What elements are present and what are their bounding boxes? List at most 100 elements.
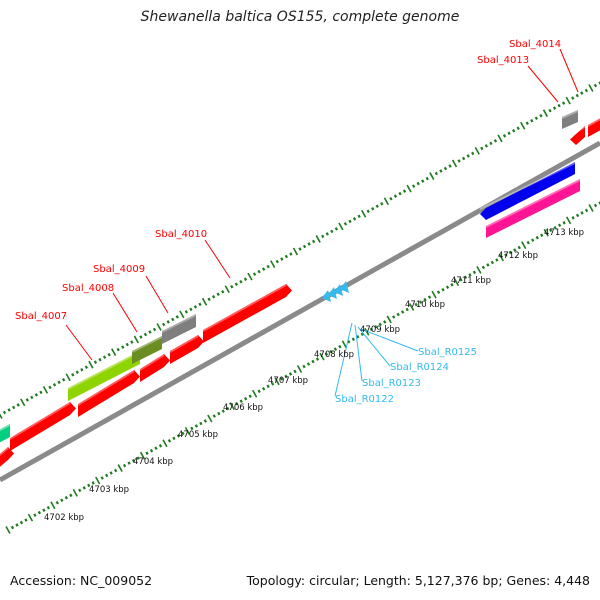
scale-label: 4710 kbp [405,300,445,310]
scale-tick [176,434,181,438]
gene-red-e[interactable] [170,335,204,364]
gene-red-d[interactable] [140,354,170,382]
scale-tick [357,214,361,219]
scale-tick [571,216,575,220]
scale-tick [378,322,382,327]
feature-highlight [161,314,197,333]
gene-olive[interactable] [132,336,162,364]
scale-tick [562,221,566,225]
scale-tick [552,106,557,110]
scale-tick [457,159,461,163]
rna-cluster[interactable] [322,281,349,302]
rna-label[interactable]: Sbal_R0125 [418,347,477,358]
gene-gray-a[interactable] [162,314,196,344]
scale-tick [371,207,375,211]
scale-tick [389,196,393,201]
scale-tick [534,116,539,120]
scale-tick [484,144,489,148]
gene-pink[interactable] [486,179,580,238]
scale-tick [489,141,493,146]
gene-red-g[interactable] [570,126,585,145]
scale-tick [93,360,98,364]
scale-label: 4707 kbp [268,376,308,386]
scale-tick [423,297,427,302]
scale-tick [55,500,59,505]
gene-teal[interactable] [0,424,10,445]
gene-label[interactable]: Sbal_4009 [93,264,145,275]
scale-tick [325,232,329,236]
scale-tick [270,260,276,268]
scale-tick [448,164,452,168]
scale-tick [486,263,490,267]
scale-tick [279,377,284,381]
scale-tick [296,365,303,373]
scale-tick [575,213,580,218]
scale-tick [557,223,562,228]
scale-tick [30,395,34,400]
scale-tick [216,292,220,297]
scale-tick [175,315,179,319]
scale-tick [288,372,293,376]
scale-tick [565,96,571,105]
rna-label[interactable]: Sbal_R0124 [390,362,449,373]
scale-tick [274,377,280,386]
scale-tick [284,254,289,259]
gene-label[interactable]: Sbal_4013 [477,55,529,66]
scale-tick [88,360,94,369]
scale-tick [490,260,495,265]
scale-tick [78,488,82,493]
scale-tick [459,278,463,282]
scale-tick [239,279,243,284]
feature-highlight [169,335,199,353]
gene-label[interactable]: Sbal_4008 [62,283,114,294]
scale-tick [429,172,435,180]
feature-highlight [139,354,165,371]
scale-tick [125,342,129,347]
feature-highlight [479,162,576,210]
scale-tick [252,389,258,398]
scale-tick [416,181,420,186]
scale-tick [409,303,415,311]
scale-label: 4702 kbp [44,513,84,523]
scale-tick [571,96,575,100]
scale-tick [319,352,325,361]
scale-tick [553,226,557,230]
scale-label: 4709 kbp [360,325,400,335]
scale-tick [427,295,432,299]
gene-red-b[interactable] [10,402,76,451]
scale-tick [194,424,199,428]
gene-label[interactable]: Sbal_4014 [509,39,561,50]
rna-label[interactable]: Sbal_R0122 [335,394,394,405]
scale-tick [508,250,512,255]
scale-tick [244,396,248,401]
scale-tick [439,169,443,173]
scale-tick [27,513,34,522]
scale-tick [226,406,230,411]
scale-tick [293,369,297,374]
feature-highlight [561,110,579,119]
rna-label[interactable]: Sbal_R0123 [362,378,421,389]
scale-tick [531,238,535,242]
scale-tick [257,269,261,274]
scale-tick [398,191,402,196]
gene-gray-b[interactable] [562,110,578,129]
gene-red-c[interactable] [78,370,140,417]
gene-red-a[interactable] [0,447,14,471]
gene-red-h[interactable] [588,115,600,137]
gene-label[interactable]: Sbal_4010 [155,229,207,240]
scale-tick [172,436,176,441]
gene-blue[interactable] [480,162,575,220]
scale-labels: 4702 kbp 4703 kbp 4704 kbp 4705 kbp 4706… [44,228,584,523]
scale-tick [366,209,370,214]
scale-label: 4706 kbp [223,403,263,413]
scale-tick [493,139,498,143]
scale-tick [306,362,311,366]
gene-green[interactable] [68,351,140,401]
scale-tick [34,393,39,397]
scale-tick [107,352,111,357]
gene-red-f[interactable] [203,284,292,343]
scale-tick [476,265,482,274]
gene-label[interactable]: Sbal_4007 [15,311,67,322]
scale-tick [109,471,113,475]
